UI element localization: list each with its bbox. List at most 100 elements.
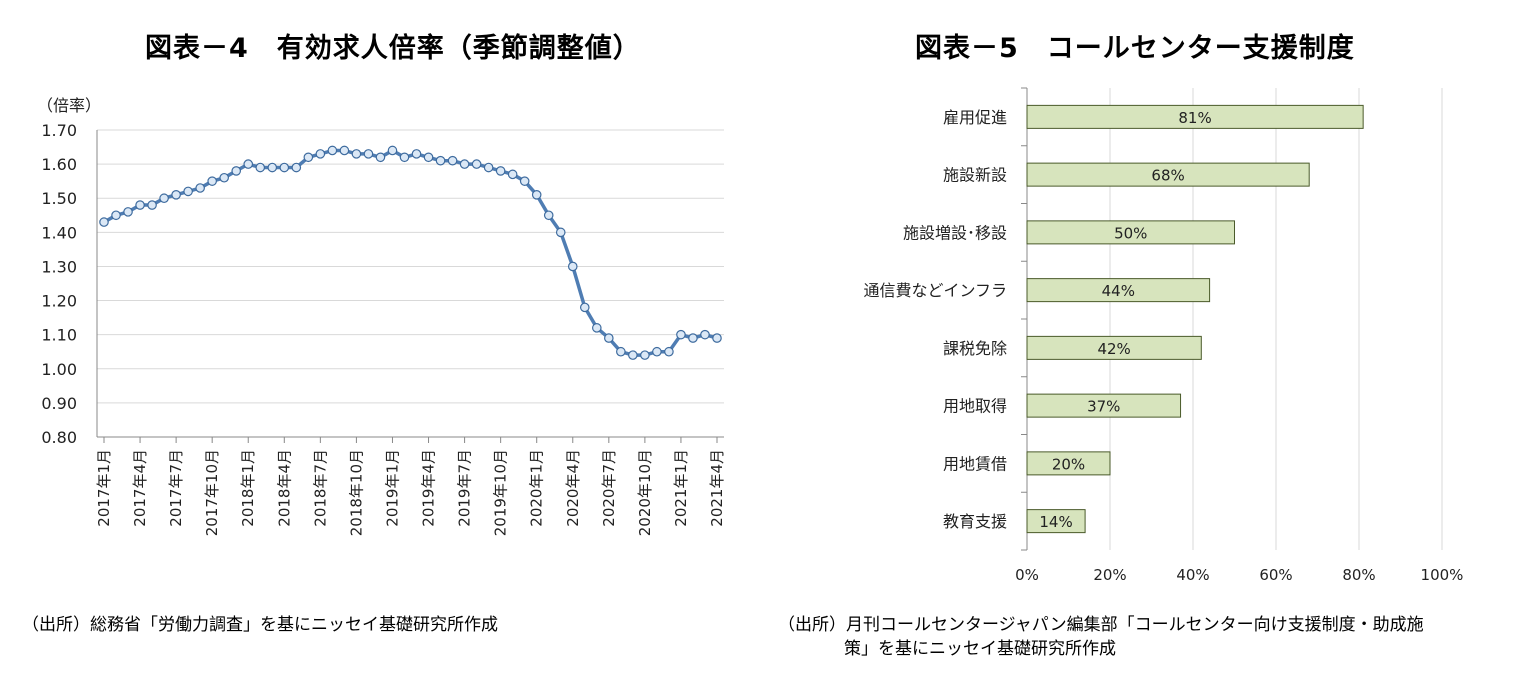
x-tick-label: 2020年4月	[564, 449, 582, 527]
bar	[1026, 393, 1182, 418]
y-axis-label: （倍率）	[37, 96, 101, 115]
x-tick-label: 2020年1月	[528, 449, 546, 527]
data-point	[604, 333, 614, 343]
data-label: 50%	[1114, 224, 1147, 242]
data-label: 68%	[1151, 167, 1184, 185]
data-point	[207, 176, 217, 186]
data-point	[279, 162, 290, 173]
data-point	[712, 333, 722, 343]
data-point	[351, 149, 362, 159]
data-point	[231, 166, 242, 176]
y-tick-label: 1.50	[41, 189, 77, 208]
data-point	[183, 186, 193, 197]
x-tick-label: 2017年4月	[131, 449, 149, 527]
data-point	[219, 172, 229, 183]
data-point	[291, 162, 302, 173]
data-point	[339, 145, 350, 156]
data-point	[652, 346, 662, 357]
data-point	[375, 152, 386, 163]
category-label: 施設新設	[943, 166, 1007, 185]
data-label: 44%	[1102, 282, 1135, 300]
data-point	[579, 302, 590, 313]
data-point	[147, 200, 157, 210]
data-point	[423, 152, 434, 163]
data-label: 37%	[1087, 398, 1120, 416]
line-chart: 0.80 0.90 1.00 1.10 1.20 1.30 1.40 1.50 1.60 1.70…	[37, 96, 726, 536]
y-tick-label: 0.90	[41, 394, 77, 413]
data-point	[555, 227, 566, 238]
x-tick-label: 2019年7月	[456, 449, 474, 527]
x-tick-label: 2019年4月	[420, 449, 438, 527]
y-tick-label: 0.80	[41, 428, 77, 447]
chart-title: 図表－5 コールセンター支援制度	[915, 33, 1355, 64]
bar-chart: 0% 20% 40% 60% 80% 100% 雇用促進 81% 施設新設 68% 施設増設･移設 5…	[863, 87, 1463, 584]
left-panel: 図表－4 有効求人倍率（季節調整値） 0.80 0.90 1.00 1.10 1.20 1…	[0, 0, 760, 692]
data-point	[135, 200, 145, 210]
bar	[1026, 509, 1086, 534]
bar	[1026, 162, 1310, 187]
bar	[1026, 451, 1111, 476]
data-point	[531, 190, 542, 200]
data-point	[483, 162, 494, 173]
data-point	[688, 333, 698, 343]
data-label: 42%	[1097, 340, 1130, 358]
source-note: （出所）月刊コールセンタージャパン編集部「コールセンター向け支援制度・助成施 策…	[778, 613, 1424, 661]
x-tick-label: 2019年10月	[492, 449, 510, 536]
x-tick-label: 2021年4月	[708, 449, 726, 527]
category-label: 課税免除	[943, 339, 1007, 358]
x-tick-label: 2017年10月	[203, 449, 221, 536]
data-point	[315, 149, 326, 159]
x-tick-label: 2017年7月	[167, 449, 185, 527]
data-point	[567, 261, 578, 272]
data-point	[676, 329, 686, 340]
x-tick-label: 60%	[1259, 566, 1292, 584]
data-label: 20%	[1052, 455, 1085, 473]
x-tick-label: 40%	[1176, 566, 1209, 584]
category-label: 用地取得	[943, 397, 1007, 416]
data-point	[267, 162, 278, 173]
data-point	[459, 159, 470, 169]
data-point	[495, 166, 506, 176]
data-point	[243, 159, 254, 169]
data-point	[111, 210, 121, 221]
category-label: 教育支援	[943, 512, 1007, 531]
data-point	[387, 145, 398, 156]
x-tick-label: 2019年1月	[383, 449, 401, 527]
source-note: （出所）総務省「労働力調査」を基にニッセイ基礎研究所作成	[22, 615, 498, 635]
data-point	[592, 323, 602, 333]
right-panel: 図表－5 コールセンター支援制度 0% 20% 40% 60% 80% 100% 雇用促進 8…	[760, 0, 1534, 692]
data-point	[399, 152, 410, 163]
data-point	[159, 193, 169, 204]
chart-title: 図表－4 有効求人倍率（季節調整値）	[145, 33, 641, 64]
data-point	[303, 152, 314, 163]
data-point	[507, 169, 518, 180]
y-tick-label: 1.40	[41, 223, 77, 242]
bar	[1026, 335, 1202, 360]
data-point	[471, 159, 482, 169]
data-point	[435, 155, 446, 166]
x-tick-label: 2018年7月	[311, 449, 329, 527]
series-line	[103, 148, 718, 357]
data-point	[99, 217, 109, 227]
y-tick-label: 1.60	[41, 155, 77, 174]
category-label: 雇用促進	[943, 108, 1007, 127]
y-tick-label: 1.10	[41, 326, 77, 345]
bar	[1026, 104, 1364, 129]
x-tick-label: 0%	[1015, 566, 1039, 584]
x-tick-label: 80%	[1342, 566, 1375, 584]
bar	[1026, 220, 1235, 245]
source-line-1: （出所）月刊コールセンタージャパン編集部「コールセンター向け支援制度・助成施	[778, 615, 1424, 635]
data-point	[519, 176, 530, 186]
data-point	[255, 162, 266, 173]
data-point	[363, 149, 374, 159]
data-label: 14%	[1039, 513, 1072, 531]
x-tick-label: 2018年1月	[239, 449, 257, 527]
source-line-2: 策」を基にニッセイ基礎研究所作成	[844, 639, 1116, 659]
bar	[1026, 278, 1211, 303]
category-label: 施設増設･移設	[903, 223, 1007, 242]
data-point	[628, 350, 638, 360]
x-tick-label: 2018年4月	[275, 449, 293, 527]
x-tick-label: 2020年10月	[636, 449, 654, 536]
y-tick-label: 1.70	[41, 121, 77, 140]
data-label: 81%	[1178, 109, 1211, 127]
